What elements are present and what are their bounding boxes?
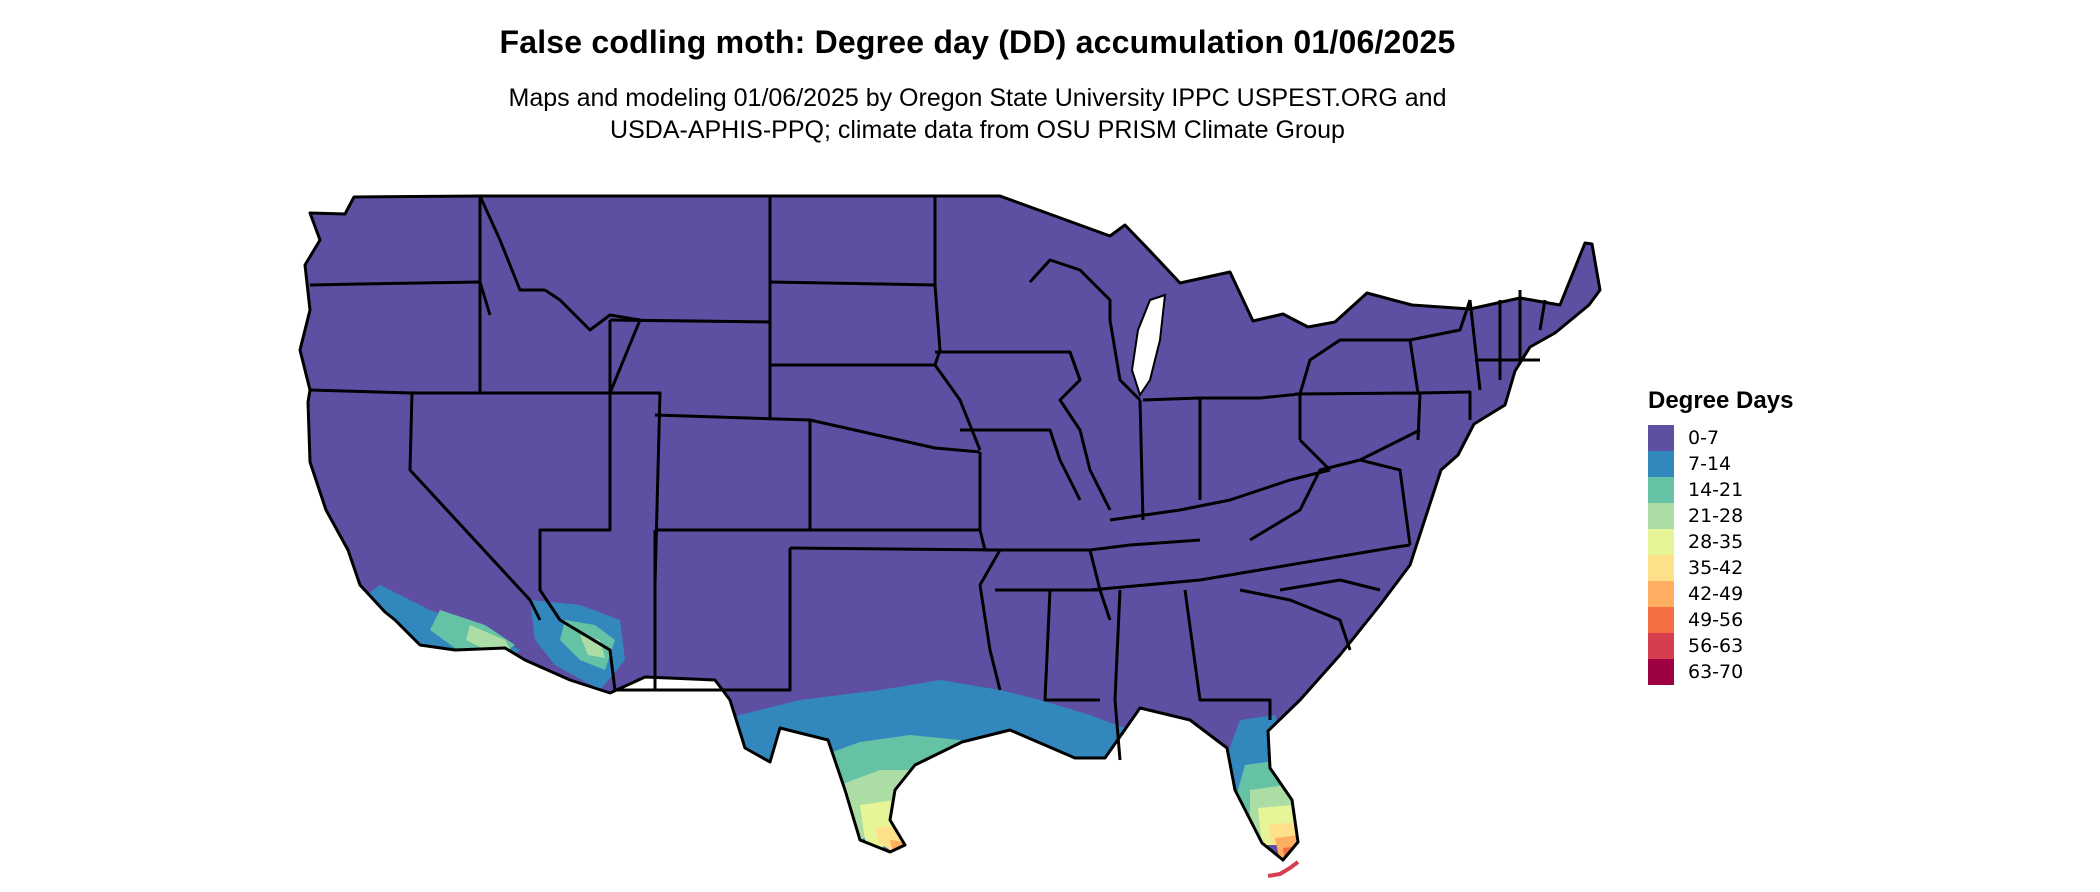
band-socal-21-28 (466, 625, 512, 652)
florida-keys (1267, 860, 1300, 878)
state-borders (298, 194, 1602, 862)
legend-label: 63-70 (1688, 661, 1744, 683)
legend-swatch (1648, 555, 1674, 581)
legend-item: 49-56 (1648, 607, 1793, 633)
legend-label: 21-28 (1688, 505, 1744, 527)
legend-item: 0-7 (1648, 425, 1793, 451)
legend-swatch (1648, 659, 1674, 685)
legend-item: 35-42 (1648, 555, 1793, 581)
legend-label: 49-56 (1688, 609, 1744, 631)
legend-swatch (1648, 503, 1674, 529)
legend-label: 14-21 (1688, 479, 1744, 501)
legend-item: 42-49 (1648, 581, 1793, 607)
legend-swatch (1648, 581, 1674, 607)
legend-items: 0-7 7-14 14-21 21-28 28-35 35-42 42-49 49-56 56-… (1648, 425, 1793, 685)
map-title: False codling moth: Degree day (DD) accu… (499, 24, 1456, 60)
legend-label: 0-7 (1688, 427, 1720, 449)
legend: Degree Days 0-7 7-14 14-21 21-28 28-35 35-42 4… (1648, 387, 1793, 685)
legend-item: 14-21 (1648, 477, 1793, 503)
legend-label: 56-63 (1688, 635, 1744, 657)
legend-swatch (1648, 451, 1674, 477)
legend-label: 7-14 (1688, 453, 1732, 475)
legend-item: 63-70 (1648, 659, 1793, 685)
legend-swatch (1648, 477, 1674, 503)
band-arizona-21-28 (580, 635, 605, 658)
map-subtitle-line-1: Maps and modeling 01/06/2025 by Oregon S… (508, 84, 1447, 112)
legend-swatch (1648, 529, 1674, 555)
map-subtitle-line-2: USDA-APHIS-PPQ; climate data from OSU PR… (610, 116, 1345, 144)
legend-item: 7-14 (1648, 451, 1793, 477)
legend-title: Degree Days (1648, 387, 1794, 414)
legend-swatch (1648, 425, 1674, 451)
legend-label: 42-49 (1688, 583, 1744, 605)
legend-item: 21-28 (1648, 503, 1793, 529)
legend-item: 28-35 (1648, 529, 1793, 555)
legend-label: 35-42 (1688, 557, 1744, 579)
legend-label: 28-35 (1688, 531, 1744, 553)
legend-item: 56-63 (1648, 633, 1793, 659)
great-lakes (1130, 293, 1167, 398)
us-landmass (300, 196, 1600, 860)
legend-swatch (1648, 607, 1674, 633)
legend-swatch (1648, 633, 1674, 659)
lake-michigan (1130, 293, 1167, 398)
